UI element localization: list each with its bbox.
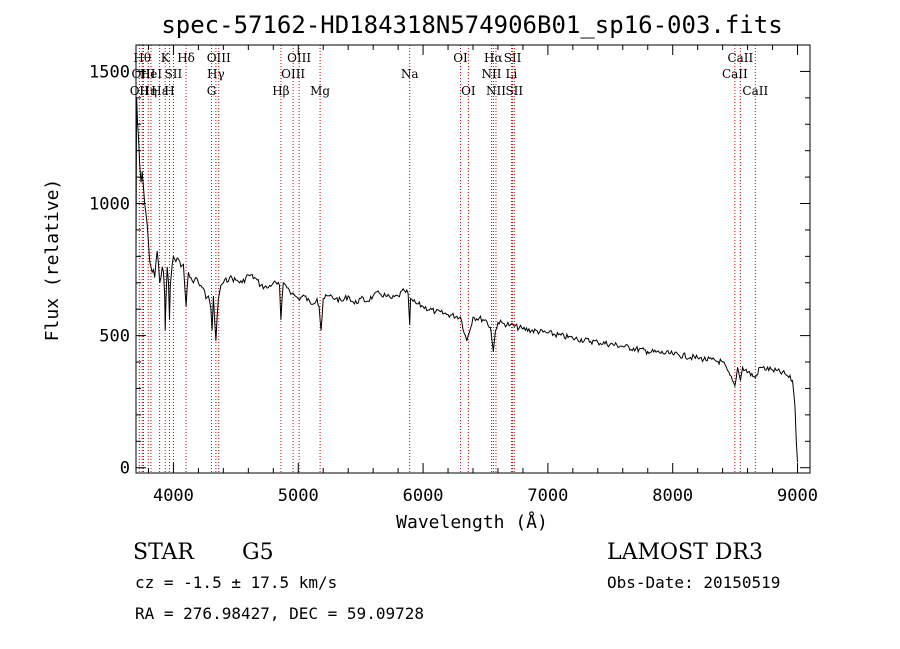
x-tick-label: 9000 bbox=[777, 486, 818, 506]
line-marker-label: Mg bbox=[310, 84, 330, 98]
y-tick-label: 0 bbox=[120, 459, 130, 479]
line-marker-label: Hγ bbox=[207, 67, 225, 81]
line-marker-label: Li bbox=[506, 67, 518, 81]
line-marker-label: HeI bbox=[140, 67, 163, 81]
line-marker-label: SII bbox=[505, 84, 523, 98]
line-marker-label: Hη bbox=[139, 84, 157, 98]
x-tick-label: 8000 bbox=[652, 486, 693, 506]
line-marker-label: G bbox=[207, 84, 217, 98]
line-marker-label: Hα bbox=[484, 51, 503, 65]
line-marker-label: OI bbox=[453, 51, 468, 65]
line-marker-label: Hε bbox=[151, 84, 168, 98]
object-class: STAR bbox=[133, 540, 195, 565]
x-tick-label: 6000 bbox=[403, 486, 444, 506]
line-marker-label: Hθ bbox=[133, 51, 151, 65]
line-marker-label: NII bbox=[481, 67, 501, 81]
line-marker-label: OIII bbox=[207, 51, 231, 65]
line-marker-label: OII bbox=[130, 84, 150, 98]
line-marker-label: SII bbox=[504, 51, 522, 65]
line-marker-label: K bbox=[161, 51, 171, 65]
y-tick-label: 1500 bbox=[89, 62, 130, 82]
line-marker-label: CaII bbox=[722, 67, 748, 81]
y-axis: 0 500 1000 1500 bbox=[89, 62, 810, 479]
spectrum-line bbox=[135, 97, 798, 463]
line-marker-label: NII bbox=[486, 84, 506, 98]
line-marker-label: H bbox=[164, 84, 174, 98]
x-tick-label: 5000 bbox=[278, 486, 319, 506]
x-axis: 4000 5000 6000 7000 8000 9000 bbox=[147, 45, 818, 506]
emission-line-markers bbox=[138, 45, 756, 473]
line-marker-label: Hδ bbox=[177, 51, 195, 65]
coordinates-text: RA = 276.98427, DEC = 59.09728 bbox=[135, 604, 424, 623]
line-marker-label: OIII bbox=[131, 67, 155, 81]
y-tick-label: 500 bbox=[99, 327, 130, 347]
line-marker-label: OIII bbox=[287, 51, 311, 65]
x-axis-label: Wavelength (Å) bbox=[396, 511, 548, 533]
x-tick-label: 4000 bbox=[153, 486, 194, 506]
y-axis-label: Flux (relative) bbox=[42, 179, 63, 342]
line-marker-label: CaII bbox=[727, 51, 753, 65]
survey-name: LAMOST DR3 bbox=[607, 540, 763, 565]
obs-date: Obs-Date: 20150519 bbox=[607, 573, 780, 592]
redshift-text: cz = -1.5 ± 17.5 km/s bbox=[135, 573, 337, 592]
line-marker-label: Na bbox=[401, 67, 419, 81]
object-subclass: G5 bbox=[242, 540, 274, 565]
line-marker-label: Hβ bbox=[272, 84, 289, 98]
line-marker-label: OIII bbox=[281, 67, 305, 81]
line-marker-label: SII bbox=[165, 67, 183, 81]
emission-line-labels: OII Hθ OIII Hη HeI Hε K H SII Hδ G Hγ OIII Hβ OIII OIII… bbox=[130, 51, 769, 98]
x-tick-label: 7000 bbox=[527, 486, 568, 506]
line-marker-label: OI bbox=[461, 84, 476, 98]
plot-frame bbox=[135, 44, 811, 474]
line-marker-label: CaII bbox=[742, 84, 768, 98]
chart-title: spec-57162-HD184318N574906B01_sp16-003.f… bbox=[161, 11, 782, 39]
y-tick-label: 1000 bbox=[89, 195, 130, 215]
